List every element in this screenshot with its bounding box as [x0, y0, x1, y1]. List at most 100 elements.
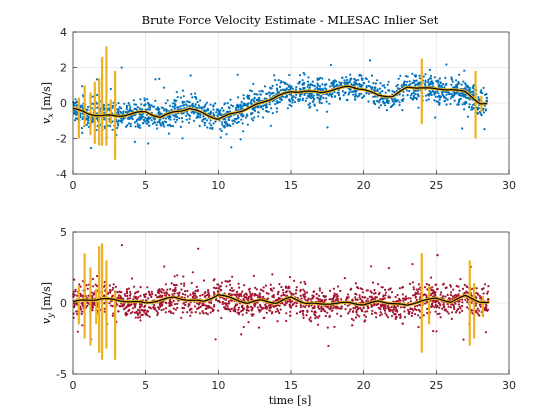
vy-scatter-point [455, 294, 458, 297]
vx-scatter-point [450, 92, 453, 95]
vx-scatter-point [194, 92, 197, 95]
vx-scatter-point [169, 118, 172, 121]
vx-scatter-point [155, 123, 158, 127]
vx-scatter-point [455, 79, 458, 82]
vy-scatter-point [241, 309, 244, 312]
vx-scatter-point [461, 127, 464, 130]
vx-scatter-point [212, 105, 215, 108]
vx-scatter-point [117, 110, 120, 113]
vy-scatter-point [375, 303, 378, 306]
vx-scatter-point [295, 86, 298, 89]
vy-scatter-point [249, 305, 253, 308]
vy-scatter-point [189, 314, 192, 317]
vx-scatter-point [253, 116, 256, 119]
vy-scatter-point [221, 302, 224, 306]
vy-scatter-point [257, 308, 260, 311]
vy-scatter-point [213, 278, 216, 281]
vy-scatter-point [385, 314, 388, 317]
vy-scatter-point [465, 285, 468, 288]
vx-scatter-point [250, 90, 253, 93]
vy-scatter-point [186, 289, 189, 293]
vy-scatter-point [426, 311, 429, 315]
vy-scatter-point [486, 290, 490, 293]
vy-scatter-point [119, 297, 123, 300]
vy-scatter-point [272, 287, 275, 290]
vy-scatter-point [181, 306, 184, 310]
vx-scatter-point [143, 99, 146, 102]
vx-scatter-point [317, 78, 321, 81]
vx-scatter-point [188, 101, 191, 104]
vx-scatter-point [414, 93, 417, 96]
vx-scatter-point [397, 77, 400, 80]
vx-scatter-point [307, 76, 310, 79]
vy-scatter-point [170, 282, 173, 285]
vy-scatter-point [139, 294, 142, 297]
vx-scatter-point [140, 103, 143, 106]
vx-scatter-point [182, 95, 185, 98]
vy-scatter-point [231, 293, 234, 296]
vx-scatter-point [224, 118, 227, 121]
vx-scatter-point [425, 99, 428, 102]
vx-scatter-point [461, 103, 464, 106]
vy-scatter-point [382, 297, 385, 301]
vy-scatter-point [151, 292, 154, 296]
vx-scatter-point [320, 102, 323, 105]
vx-scatter-point [233, 117, 236, 120]
vy-scatter-point [257, 296, 260, 299]
vy-scatter-point [154, 294, 157, 297]
vy-scatter-point [440, 291, 443, 294]
vx-scatter-point [406, 75, 409, 78]
vy-scatter-point [380, 286, 383, 289]
vy-scatter-point [434, 303, 437, 306]
vy-scatter-point [147, 297, 150, 300]
vx-scatter-point [275, 100, 278, 103]
vy-scatter-point [370, 305, 373, 308]
vy-scatter-point [73, 305, 76, 309]
vx-scatter-point [166, 99, 169, 102]
vy-scatter-point [148, 306, 151, 309]
vy-scatter-point [143, 309, 147, 312]
vx-scatter-point [89, 146, 93, 150]
vx-scatter-point [174, 113, 177, 116]
vx-scatter-point [387, 102, 390, 105]
vy-scatter-point [373, 304, 376, 307]
vx-scatter-point [219, 136, 222, 139]
vx-scatter-point [391, 100, 394, 103]
vy-scatter-point [431, 305, 434, 308]
vx-scatter-point [120, 66, 123, 69]
vy-scatter-point [171, 293, 174, 296]
vx-scatter-point [158, 108, 161, 111]
vx-scatter-point [186, 112, 189, 115]
vx-scatter-point [216, 114, 219, 117]
vy-scatter-point [383, 309, 387, 312]
vx-scatter-point [411, 72, 414, 75]
vx-scatter-point [408, 80, 411, 83]
vx-scatter-point [218, 110, 221, 113]
vy-ytick-label: 0 [60, 297, 67, 310]
vy-scatter-point [122, 305, 125, 308]
vx-scatter-point [205, 109, 208, 112]
vx-scatter-point [259, 93, 262, 96]
vy-scatter-point [250, 296, 253, 299]
vx-scatter-point [480, 114, 483, 117]
vy-scatter-point [96, 285, 99, 288]
vx-xtick-label: 25 [429, 179, 443, 192]
vx-scatter-point [472, 84, 475, 88]
vx-scatter-point [256, 93, 259, 96]
vx-scatter-point [323, 84, 327, 87]
vx-scatter-point [233, 120, 236, 123]
vx-scatter-point [151, 122, 155, 125]
vx-scatter-point [444, 76, 447, 79]
vx-scatter-point [454, 85, 457, 88]
vx-scatter-point [471, 86, 475, 89]
vy-scatter-point [307, 305, 311, 308]
vx-scatter-point [117, 124, 120, 127]
vx-scatter-point [436, 81, 439, 84]
vy-scatter-point [236, 293, 240, 296]
vy-scatter-point [150, 290, 153, 293]
vx-scatter-point [225, 133, 228, 136]
vy-scatter-point [312, 290, 315, 293]
vy-scatter-point [361, 295, 364, 299]
vx-scatter-point [379, 98, 382, 101]
vx-scatter-point [433, 93, 436, 96]
